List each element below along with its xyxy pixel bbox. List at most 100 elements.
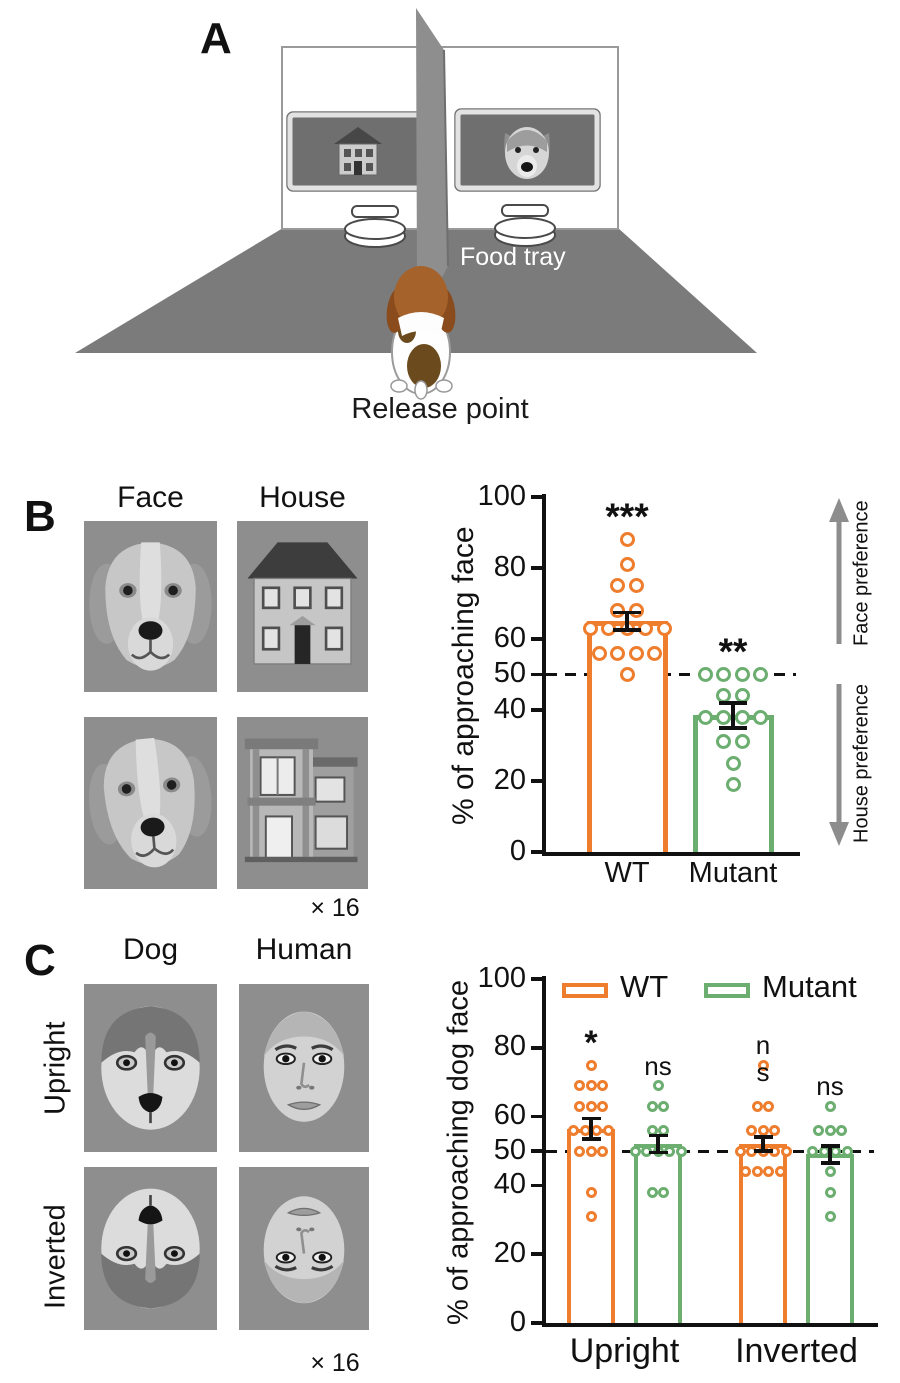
data-point — [734, 688, 750, 704]
reference-line-50 — [546, 673, 796, 676]
error-bar-cap — [719, 726, 747, 730]
data-point — [725, 777, 741, 793]
dog-face-image-1 — [84, 521, 217, 692]
error-bar-cap — [820, 1161, 840, 1165]
data-point — [601, 620, 616, 636]
y-axis — [542, 494, 546, 856]
data-point — [734, 734, 750, 750]
y-tick — [531, 708, 542, 712]
data-point — [664, 1145, 675, 1157]
data-point — [763, 1166, 775, 1178]
panel-b-multiplier: × 16 — [310, 894, 360, 922]
face-preference-arrow-icon — [829, 498, 849, 644]
data-point — [602, 1124, 614, 1136]
x-group-label: Upright — [569, 1332, 680, 1370]
data-point — [824, 1166, 836, 1178]
data-point — [734, 667, 750, 682]
data-point — [574, 1080, 585, 1092]
data-point — [757, 1145, 769, 1157]
legend-swatch-wt — [562, 983, 608, 998]
food-tray-label: Food tray — [460, 243, 566, 271]
error-bar-line — [828, 1145, 832, 1164]
error-bar-cap — [613, 628, 641, 632]
data-point — [574, 1100, 585, 1112]
data-point — [585, 1080, 597, 1092]
y-tick — [531, 779, 542, 783]
data-point — [658, 1124, 670, 1136]
y-axis — [542, 976, 546, 1327]
data-point — [647, 645, 663, 661]
panel-a-apparatus — [75, 8, 757, 400]
release-point-label: Release point — [351, 393, 529, 425]
bar-mutant-upright — [634, 1144, 682, 1323]
house-stimulus-icon — [334, 127, 382, 176]
error-bar-line — [731, 702, 735, 728]
right-food-tray — [494, 217, 556, 247]
y-tick — [531, 1149, 542, 1153]
data-point — [582, 620, 598, 636]
human-inverted-image — [239, 1167, 369, 1330]
legend-label-mutant: Mutant — [762, 969, 857, 1004]
significance-label: ** — [718, 630, 748, 672]
house-column-header: House — [259, 481, 346, 514]
data-point — [675, 1145, 687, 1157]
data-point — [610, 603, 626, 619]
cartoon-dog — [386, 266, 456, 400]
data-point — [824, 1100, 836, 1112]
data-point — [769, 1145, 780, 1157]
significance-label: ns — [755, 1030, 771, 1087]
data-point — [610, 578, 626, 594]
y-tick — [531, 1252, 542, 1256]
data-point — [585, 1186, 597, 1198]
x-category-label: WT — [604, 857, 650, 889]
y-tick — [531, 1183, 542, 1188]
panel-b-y-axis-label: % of approaching face — [447, 526, 480, 826]
data-point — [697, 709, 713, 725]
bar-wt- — [586, 621, 668, 852]
error-bar-cap — [581, 1137, 601, 1141]
data-point — [769, 1124, 780, 1136]
data-point — [746, 1145, 757, 1157]
dog-upright-image — [84, 984, 217, 1152]
bar-wt-inverted — [739, 1144, 787, 1323]
error-bar-cap — [648, 1150, 668, 1155]
error-bar-cap — [648, 1133, 668, 1138]
data-point — [836, 1124, 847, 1136]
face-preference-label: Face preference — [850, 500, 873, 646]
upright-row-header: Upright — [39, 1021, 72, 1115]
data-point — [628, 603, 644, 619]
data-point — [585, 1145, 597, 1157]
data-point — [652, 1145, 664, 1157]
data-point — [774, 1166, 786, 1178]
face-column-header: Face — [117, 481, 184, 514]
data-point — [824, 1186, 836, 1198]
data-point — [585, 1059, 597, 1071]
y-tick — [531, 850, 542, 854]
bar-mutant-inverted — [806, 1154, 854, 1323]
data-point — [746, 1124, 757, 1136]
error-bar-cap — [753, 1135, 773, 1139]
y-tick — [531, 637, 542, 641]
dog-face-image-2 — [84, 717, 217, 889]
data-point — [751, 1100, 763, 1112]
data-point — [619, 532, 635, 548]
error-bar-line — [589, 1118, 593, 1139]
data-point — [597, 1100, 608, 1112]
data-point — [753, 709, 769, 725]
house-preference-arrow-icon — [829, 684, 849, 846]
data-point — [716, 688, 732, 704]
data-point — [619, 667, 635, 682]
data-point — [780, 1145, 792, 1157]
data-point — [619, 620, 635, 636]
data-point — [610, 645, 626, 661]
error-bar-cap — [613, 610, 641, 615]
data-point — [646, 1124, 658, 1136]
data-point — [628, 645, 644, 661]
data-point — [807, 1145, 819, 1157]
panel-b-label: B — [24, 492, 56, 541]
data-point — [656, 620, 672, 636]
data-point — [751, 1166, 763, 1178]
data-point — [652, 1080, 664, 1092]
house-image-2 — [237, 717, 368, 889]
data-point — [585, 1210, 597, 1222]
